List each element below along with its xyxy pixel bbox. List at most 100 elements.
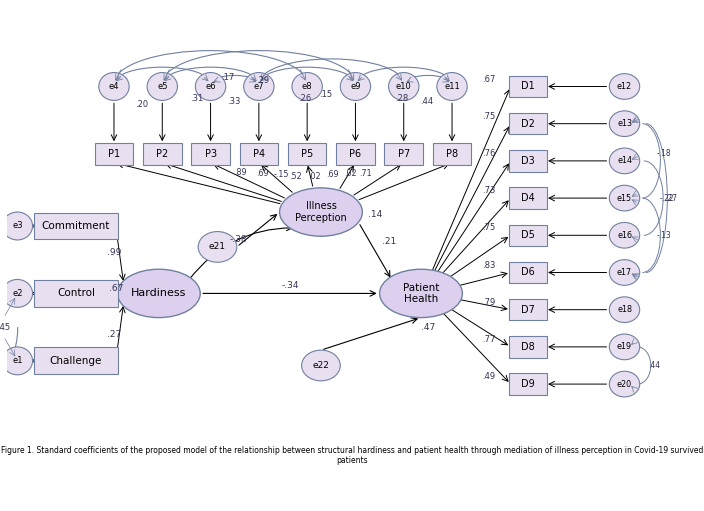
- Ellipse shape: [610, 148, 640, 174]
- Text: .44: .44: [648, 361, 660, 370]
- Text: Patient
Health: Patient Health: [403, 283, 439, 304]
- Text: .49: .49: [482, 372, 495, 381]
- Text: P4: P4: [253, 149, 265, 159]
- Ellipse shape: [2, 212, 32, 240]
- Text: Commitment: Commitment: [42, 221, 111, 231]
- Text: .29: .29: [256, 76, 269, 85]
- Text: D2: D2: [521, 119, 535, 129]
- Text: e8: e8: [302, 82, 313, 91]
- Text: .79: .79: [482, 298, 495, 307]
- Ellipse shape: [99, 73, 129, 101]
- Text: .31: .31: [190, 94, 203, 103]
- FancyBboxPatch shape: [191, 143, 230, 165]
- Ellipse shape: [340, 73, 370, 101]
- Ellipse shape: [292, 73, 322, 101]
- FancyBboxPatch shape: [508, 262, 547, 283]
- Text: .99: .99: [107, 248, 121, 257]
- Text: .83: .83: [482, 261, 496, 269]
- Text: D6: D6: [521, 267, 535, 277]
- Text: e15: e15: [617, 194, 632, 202]
- Text: -.38: -.38: [230, 236, 247, 244]
- Text: .67: .67: [482, 75, 496, 83]
- Text: .44: .44: [420, 97, 433, 106]
- Text: .77: .77: [482, 335, 496, 344]
- Text: e4: e4: [108, 82, 119, 91]
- Text: e16: e16: [617, 231, 632, 240]
- Text: .52: .52: [289, 172, 302, 181]
- Ellipse shape: [147, 73, 177, 101]
- Text: e10: e10: [396, 82, 412, 91]
- Text: -.15: -.15: [273, 170, 289, 179]
- FancyBboxPatch shape: [508, 225, 547, 246]
- Text: .45: .45: [0, 322, 10, 332]
- Text: e7: e7: [253, 82, 264, 91]
- Text: P7: P7: [398, 149, 410, 159]
- Text: e9: e9: [350, 82, 360, 91]
- FancyBboxPatch shape: [94, 143, 133, 165]
- FancyBboxPatch shape: [508, 374, 547, 395]
- Ellipse shape: [610, 334, 640, 360]
- Text: D7: D7: [521, 305, 535, 315]
- FancyBboxPatch shape: [508, 188, 547, 209]
- Text: .14: .14: [367, 210, 382, 219]
- Text: P2: P2: [156, 149, 168, 159]
- Text: -.18: -.18: [657, 149, 671, 158]
- FancyBboxPatch shape: [288, 143, 327, 165]
- FancyBboxPatch shape: [433, 143, 472, 165]
- Text: D5: D5: [521, 230, 535, 240]
- Text: .47: .47: [421, 323, 435, 332]
- Text: e2: e2: [12, 289, 23, 298]
- Text: e12: e12: [617, 82, 632, 91]
- Ellipse shape: [301, 350, 340, 381]
- Text: .69: .69: [327, 170, 339, 179]
- Text: .20: .20: [135, 100, 148, 109]
- FancyBboxPatch shape: [34, 280, 118, 307]
- Text: P3: P3: [204, 149, 217, 159]
- Ellipse shape: [196, 73, 226, 101]
- Text: e13: e13: [617, 119, 632, 128]
- Text: D8: D8: [521, 342, 535, 352]
- Text: Hardiness: Hardiness: [131, 288, 187, 298]
- Text: Figure 1. Standard coefficients of the proposed model of the relationship betwee: Figure 1. Standard coefficients of the p…: [1, 446, 703, 466]
- FancyBboxPatch shape: [508, 113, 547, 134]
- Text: D1: D1: [521, 81, 535, 91]
- Text: P5: P5: [301, 149, 313, 159]
- Text: .02: .02: [344, 170, 357, 178]
- Text: .27: .27: [665, 194, 677, 202]
- Text: .28: .28: [395, 94, 408, 103]
- Text: -.22: -.22: [659, 194, 674, 202]
- FancyBboxPatch shape: [239, 143, 278, 165]
- Ellipse shape: [118, 269, 200, 318]
- Text: e21: e21: [209, 242, 226, 251]
- Text: .75: .75: [482, 112, 495, 121]
- FancyBboxPatch shape: [34, 213, 118, 240]
- Text: .26: .26: [298, 94, 312, 103]
- Text: e3: e3: [12, 221, 23, 230]
- Text: Illness
Perception: Illness Perception: [295, 201, 347, 223]
- Text: Control: Control: [57, 288, 95, 298]
- FancyBboxPatch shape: [34, 347, 118, 375]
- Text: Challenge: Challenge: [50, 356, 102, 366]
- Ellipse shape: [610, 111, 640, 136]
- FancyBboxPatch shape: [384, 143, 423, 165]
- Ellipse shape: [244, 73, 274, 101]
- Ellipse shape: [389, 73, 419, 101]
- Text: -.34: -.34: [281, 281, 298, 290]
- Text: P6: P6: [349, 149, 362, 159]
- FancyBboxPatch shape: [508, 76, 547, 97]
- Text: .71: .71: [360, 169, 372, 178]
- Ellipse shape: [610, 185, 640, 211]
- Text: .75: .75: [482, 223, 495, 233]
- Text: D9: D9: [521, 379, 535, 389]
- Text: P1: P1: [108, 149, 120, 159]
- Ellipse shape: [2, 280, 32, 308]
- Text: e1: e1: [12, 356, 23, 365]
- Text: .67: .67: [109, 284, 124, 293]
- Text: .69: .69: [256, 169, 269, 178]
- Text: e19: e19: [617, 342, 632, 352]
- Ellipse shape: [379, 269, 463, 318]
- Text: .15: .15: [319, 90, 332, 99]
- Ellipse shape: [610, 222, 640, 248]
- Text: .73: .73: [482, 186, 496, 195]
- Text: .76: .76: [482, 149, 496, 158]
